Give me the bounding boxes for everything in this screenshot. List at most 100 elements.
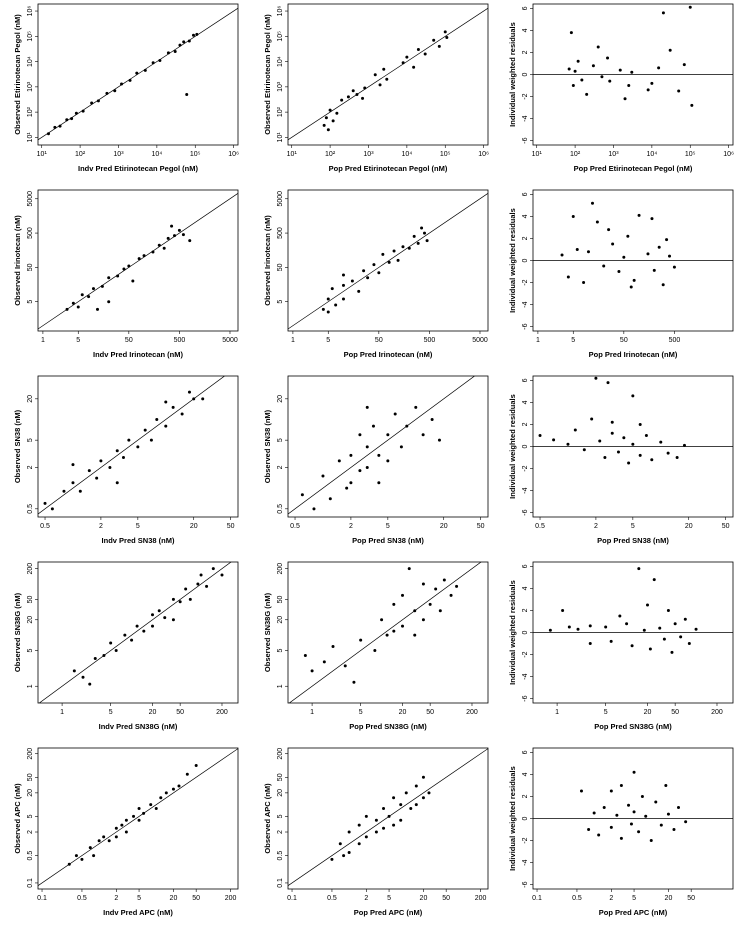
point [113, 89, 117, 93]
point [349, 453, 353, 457]
point [618, 68, 622, 72]
x-tick-label: 5000 [222, 337, 238, 344]
point [437, 44, 441, 48]
y-tick-label: -2 [522, 465, 529, 471]
point [352, 680, 356, 684]
y-tick-label: -6 [522, 137, 529, 143]
y-tick-label: 2 [277, 465, 284, 469]
point [672, 828, 676, 832]
point [96, 99, 100, 103]
x-tick-label: 5000 [472, 337, 488, 344]
point [357, 289, 361, 293]
y-tick-label: -2 [522, 93, 529, 99]
point [87, 469, 91, 473]
point [132, 814, 136, 818]
plot-area [288, 748, 488, 887]
point [335, 111, 339, 115]
point [115, 449, 119, 453]
point [416, 48, 420, 52]
panel: 0.5 2 5 20 50 0.5 2 5 20 Indv Pred SN38 (nM) Obser… [13, 375, 239, 545]
y-axis-label: Observed Etirinotecan Pegol (nM) [263, 14, 272, 135]
y-tick-label: 2 [27, 465, 34, 469]
point [423, 52, 427, 56]
x-tick-label: 20 [644, 709, 652, 716]
point [576, 627, 580, 631]
y-axis-label: Observed Irinotecan (nM) [263, 215, 272, 306]
point [586, 250, 590, 254]
point [350, 279, 354, 283]
x-tick-label: 2 [349, 523, 353, 530]
point [646, 88, 650, 92]
point [91, 287, 95, 291]
point [606, 56, 610, 60]
point [195, 32, 199, 36]
point [405, 424, 409, 428]
x-tick-label: 500 [174, 337, 186, 344]
x-axis-label: Pop Pred SN38 (nM) [597, 536, 669, 545]
point [596, 45, 600, 49]
point [71, 481, 75, 485]
y-tick-label: -6 [522, 323, 529, 329]
y-tick-label: 4 [522, 28, 529, 32]
point [143, 428, 147, 432]
panel: 0.1 0.5 2 5 20 50 200 0.1 0.5 2 5 20 50 200 Indv Pred … [13, 747, 239, 917]
x-tick-label: 200 [225, 895, 237, 902]
point [567, 67, 571, 71]
point [87, 295, 91, 299]
x-tick-label: 10⁶ [478, 151, 489, 158]
point [171, 597, 175, 601]
point [421, 775, 425, 779]
point [548, 628, 552, 632]
point [355, 92, 359, 96]
point [143, 68, 147, 72]
point [661, 283, 665, 287]
point [610, 431, 614, 435]
point [373, 73, 377, 77]
point [196, 582, 200, 586]
point [362, 269, 366, 273]
point [414, 784, 418, 788]
point [99, 459, 103, 463]
point [401, 61, 405, 65]
point [338, 842, 342, 846]
y-tick-label: 10⁶ [27, 6, 34, 17]
point [342, 854, 346, 858]
point [71, 463, 75, 467]
y-tick-label: 6 [522, 378, 529, 382]
y-tick-label: 200 [277, 748, 284, 760]
point [371, 424, 375, 428]
point [130, 638, 134, 642]
x-tick-label: 5 [359, 709, 363, 716]
point [324, 116, 328, 120]
y-tick-label: -6 [522, 881, 529, 887]
point [173, 234, 177, 238]
point [205, 584, 209, 588]
y-tick-label: 5000 [277, 191, 284, 207]
point [151, 250, 155, 254]
point [131, 279, 135, 283]
point [430, 417, 434, 421]
point [151, 61, 155, 65]
point [155, 417, 159, 421]
point [615, 813, 619, 817]
point [622, 436, 626, 440]
x-tick-label: 10⁵ [440, 151, 451, 158]
point [387, 260, 391, 264]
point [425, 239, 429, 243]
y-tick-label: 4 [522, 214, 529, 218]
point [187, 390, 191, 394]
y-tick-label: 5 [277, 438, 284, 442]
point [192, 397, 196, 401]
point [136, 445, 140, 449]
point [187, 39, 191, 43]
x-tick-label: 1 [60, 709, 64, 716]
point [588, 642, 592, 646]
y-tick-label: 20 [27, 789, 34, 797]
point [58, 124, 62, 128]
point [694, 627, 698, 631]
point [626, 234, 630, 238]
y-tick-label: 2 [522, 236, 529, 240]
panel: 1 5 20 50 200 1 5 20 50 200 Pop Pred SN38G (nM) Obs… [263, 561, 489, 731]
point [392, 602, 396, 606]
panel: 0.5 2 5 20 50 0.5 2 5 20 Pop Pred SN38 (nM) Observ… [263, 375, 489, 545]
